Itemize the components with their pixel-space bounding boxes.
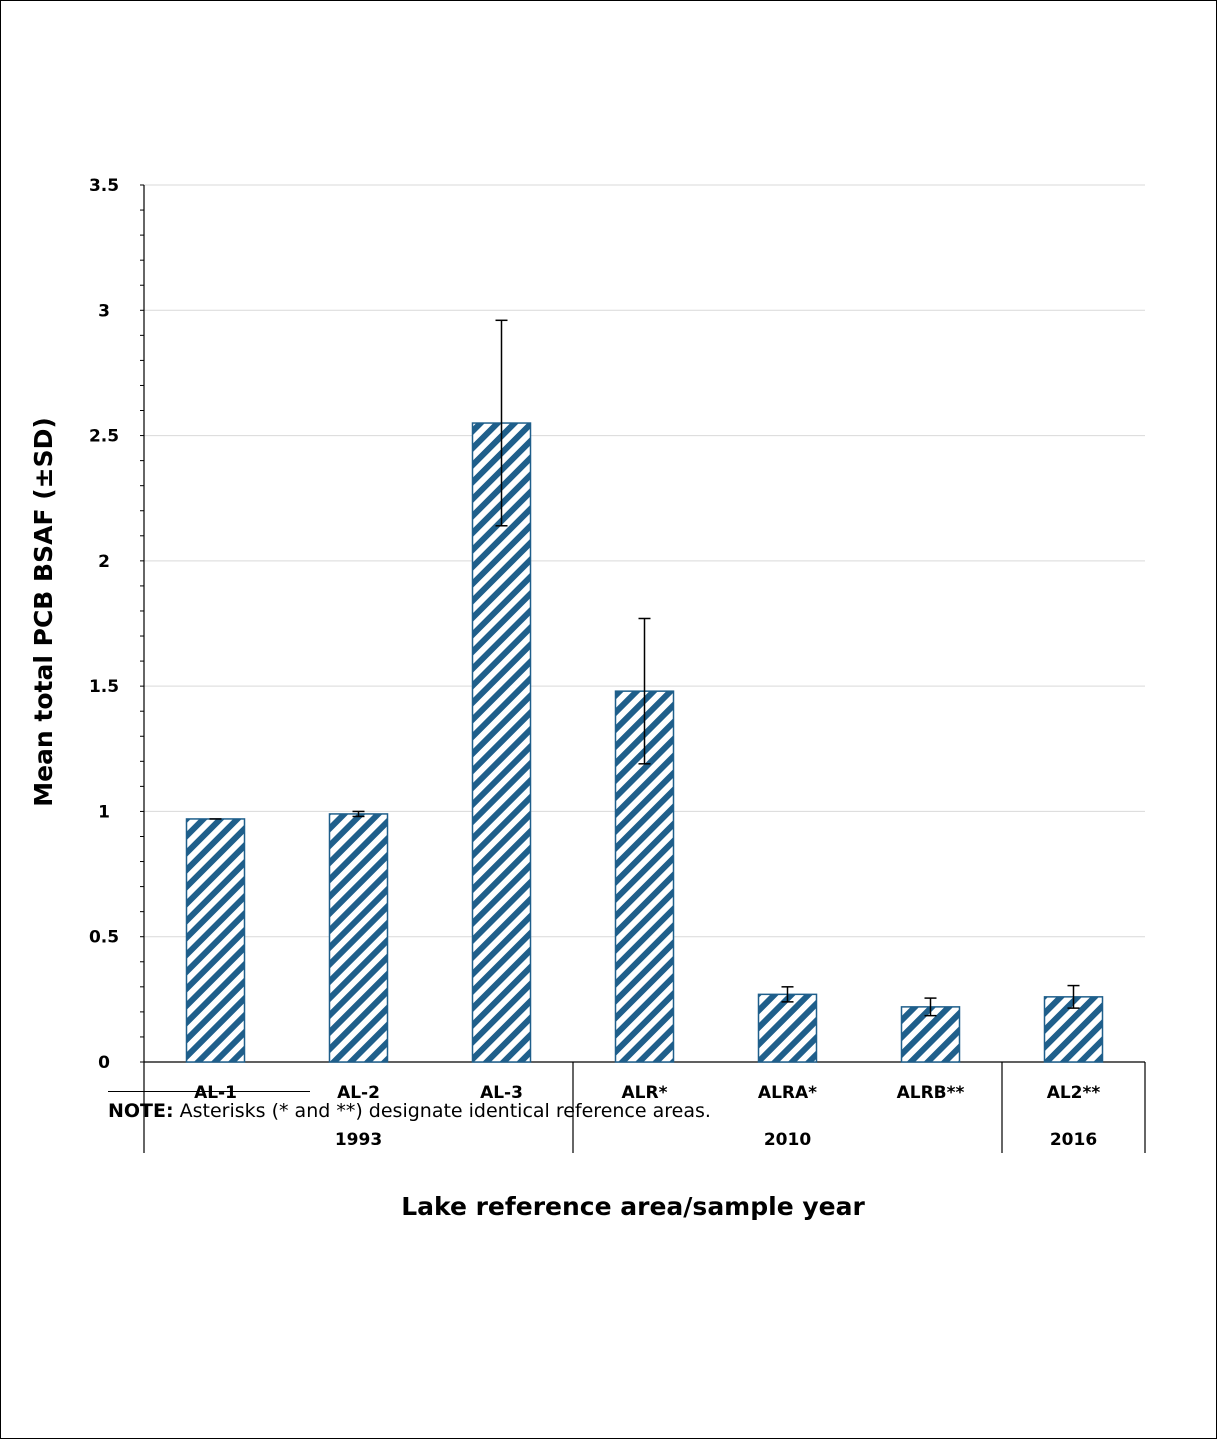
y-tick-label: 1.5	[89, 677, 119, 697]
footnote-text: Asterisks (* and **) designate identical…	[173, 1100, 711, 1122]
x-category-label: AL2**	[1047, 1083, 1101, 1103]
y-tick-labels: 0 0.5 1 1.5 2 2.5 3 3.5	[89, 176, 119, 1073]
group-label: 1993	[335, 1130, 382, 1150]
x-category-labels: AL-1 AL-2 AL-3 ALR* ALRA* ALRB** AL2** 1993 2010…	[194, 1083, 1100, 1150]
bars	[185, 422, 1104, 1063]
group-label: 2016	[1050, 1130, 1097, 1150]
x-category-label: ALRB**	[897, 1083, 965, 1103]
y-tick-label: 3.5	[89, 176, 119, 196]
bar	[757, 993, 818, 1063]
y-tick-label: 2	[98, 552, 110, 572]
bar	[471, 422, 532, 1063]
bar	[328, 813, 389, 1063]
gridlines	[144, 184, 1145, 938]
y-tick-label: 2.5	[89, 427, 119, 447]
y-tick-label: 0	[98, 1053, 110, 1073]
footnote-label: NOTE:	[108, 1100, 174, 1122]
x-category-label: AL-1	[194, 1083, 237, 1103]
x-category-label: AL-2	[337, 1083, 380, 1103]
error-bars	[209, 319, 1080, 1017]
x-axis-title: Lake reference area/sample year	[401, 1192, 865, 1221]
x-category-label: ALR*	[622, 1083, 668, 1103]
y-tick-label: 3	[98, 301, 110, 321]
y-axis-title: Mean total PCB BSAF (±SD)	[29, 417, 58, 807]
group-label: 2010	[764, 1130, 811, 1150]
footnote: NOTE: Asterisks (* and **) designate ide…	[108, 1100, 711, 1122]
y-tick-label: 0.5	[89, 928, 119, 948]
bar	[185, 818, 246, 1063]
x-category-label: AL-3	[480, 1083, 523, 1103]
x-category-label: ALRA*	[758, 1083, 817, 1103]
footnote-rule	[108, 1091, 310, 1092]
y-tick-label: 1	[98, 802, 110, 822]
